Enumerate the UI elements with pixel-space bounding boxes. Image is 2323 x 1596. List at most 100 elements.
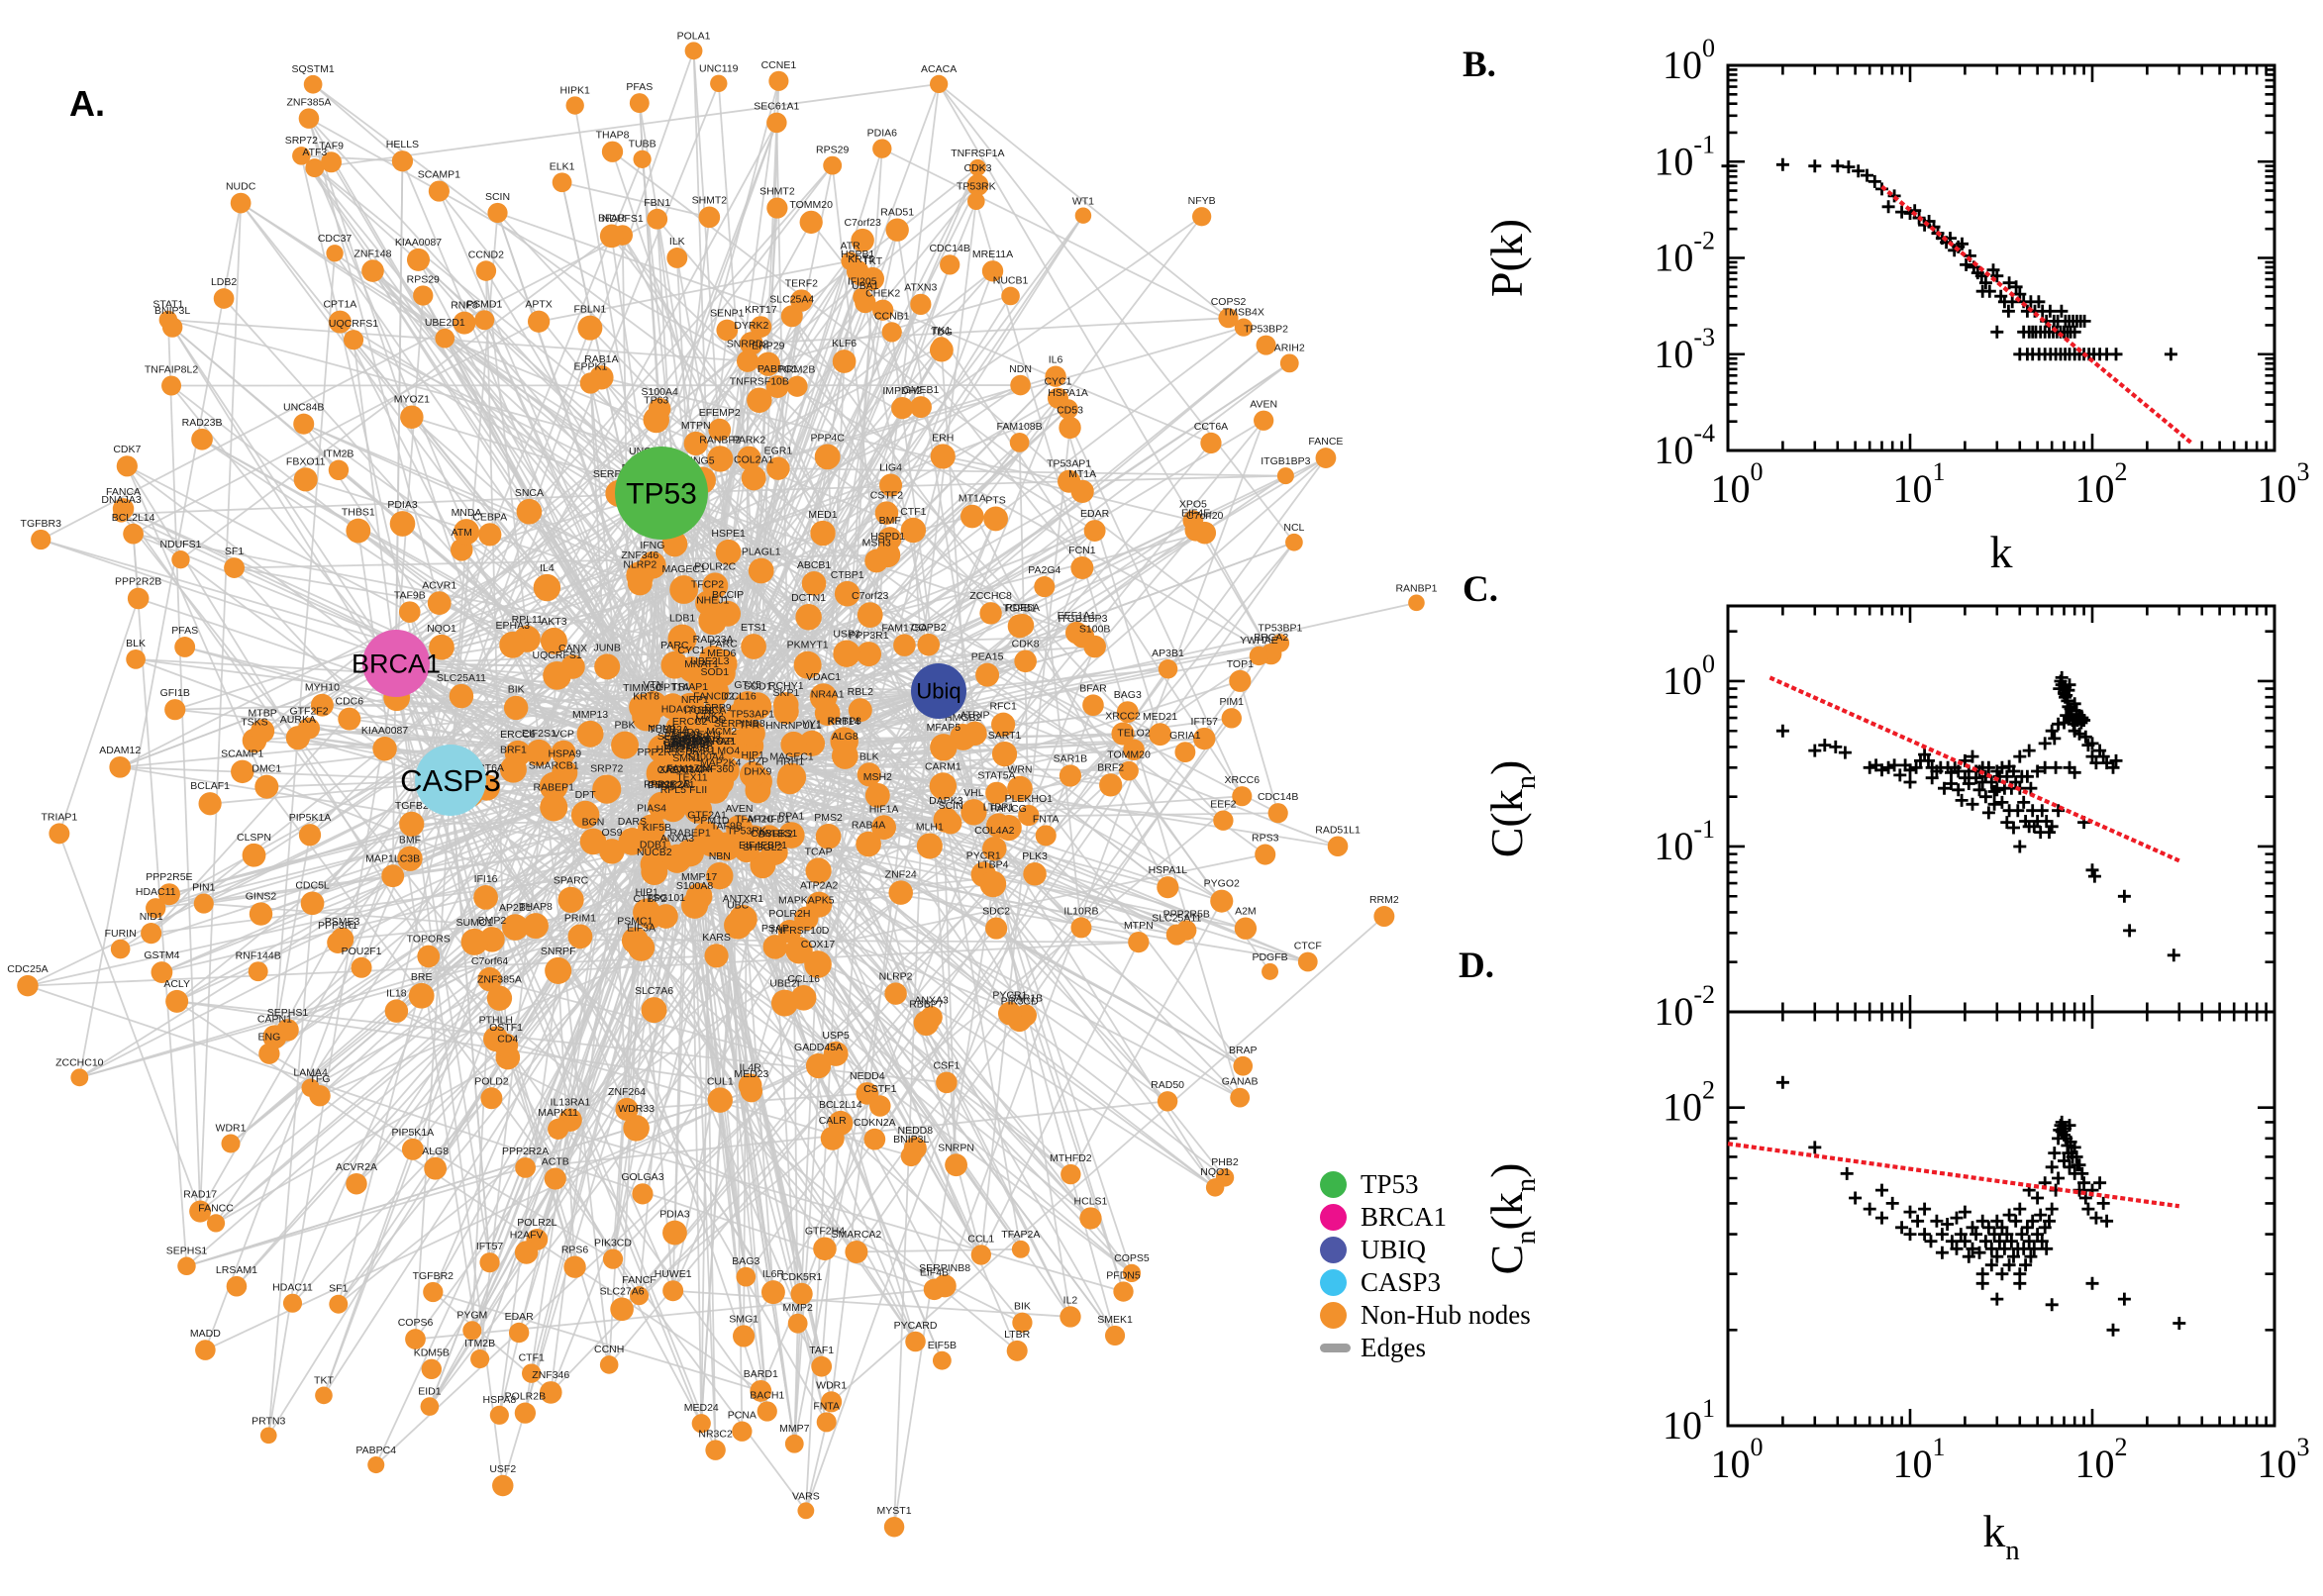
network-node (1122, 1263, 1142, 1283)
network-edge (826, 360, 846, 457)
network-node-label: GADD45G (663, 738, 713, 749)
network-edge (450, 384, 1022, 781)
network-edge (417, 258, 662, 494)
network-node-label: PFAS (171, 625, 198, 637)
network-node-label: SOD1 (744, 680, 772, 692)
network-edge (660, 492, 869, 845)
network-node-label: HSPA1L (1149, 864, 1188, 876)
network-node (1233, 1055, 1254, 1076)
network-edge (758, 780, 1011, 1015)
network-node-label: PCNA (728, 1410, 757, 1422)
network-node-label: ZNF346 (532, 1369, 569, 1381)
network-edge (167, 319, 749, 362)
network-node (828, 1110, 854, 1136)
network-node-label: TP53BP1 (1258, 622, 1302, 634)
network-node (979, 870, 1007, 898)
network-node-label: MAGEC1 (769, 751, 814, 763)
network-node-label: ELK1 (550, 160, 575, 172)
network-node-label: ACVR1 (422, 579, 456, 591)
network-node (662, 1280, 684, 1302)
network-node (249, 902, 273, 926)
network-node-label: SENP1 (662, 734, 697, 746)
network-node-label: PLK3 (1022, 850, 1048, 862)
scatter-points (1775, 670, 2180, 962)
network-node-label: ALG8 (422, 1146, 449, 1157)
network-node (629, 1286, 650, 1306)
network-node (527, 310, 551, 333)
network-node (1200, 432, 1222, 454)
network-node-label: VHL (963, 787, 984, 799)
network-node-label: SRP9 (704, 702, 732, 714)
network-node (864, 782, 890, 808)
network-node (917, 633, 941, 656)
network-node (508, 1322, 530, 1344)
network-node (726, 815, 754, 843)
network-node (804, 950, 832, 978)
network-node (633, 150, 652, 168)
network-node-label: GINS2 (246, 890, 277, 902)
network-node-label: KRT8 (633, 690, 659, 702)
network-node-label: POU2F1 (342, 946, 382, 957)
network-node-label: TAF1 (809, 1345, 834, 1356)
network-node (780, 305, 803, 328)
network-node (798, 730, 826, 756)
network-edge (660, 375, 1057, 494)
network-node-label: BCL2L14 (112, 512, 155, 524)
network-node (259, 1427, 277, 1445)
network-node (629, 93, 650, 114)
network-node-label: UBC (727, 899, 750, 911)
network-node-label: SLC25A11 (437, 672, 486, 684)
network-node (983, 506, 1009, 532)
network-node-label: PMS1 (648, 780, 676, 792)
network-node-label: ITGB1BP3 (1058, 613, 1107, 625)
network-node (515, 1156, 536, 1178)
network-node-label: TKT (862, 255, 882, 267)
network-node (810, 520, 836, 547)
network-node-label: ABCB1 (797, 559, 832, 571)
network-node-label: A2M (1235, 906, 1257, 918)
network-node-label: WDR1 (216, 1123, 247, 1135)
network-node-label: RANBP1 (1395, 583, 1437, 595)
network-node-label: SMG1 (729, 1313, 758, 1325)
network-node (770, 989, 798, 1017)
network-edge (501, 749, 723, 1486)
network-edge (78, 202, 243, 1078)
network-node-label: SART1 (988, 730, 1022, 742)
network-node-label: MTHFD2 (1050, 1152, 1092, 1164)
network-edge (1069, 900, 1223, 1175)
network-node (327, 932, 350, 953)
network-node (17, 974, 39, 997)
network-node-label: MNAT1 (684, 658, 719, 670)
network-node-label: WRN (1007, 764, 1032, 776)
network-node-label: CLSPN (237, 832, 271, 844)
network-node (563, 1255, 586, 1278)
network-node-label: BMF (879, 515, 901, 527)
network-node-label: CYC1 (677, 645, 705, 656)
network-node-label: AP2B1 (499, 902, 532, 914)
network-node-label: PHB2 (1211, 1156, 1239, 1168)
network-node-label: HNRNPUL1 (765, 720, 822, 732)
network-node-label: HDAC11 (136, 886, 176, 898)
network-node-label: PIP5K1A (392, 1127, 435, 1139)
network-edge (395, 360, 749, 664)
network-node (647, 208, 668, 230)
network-node-label: PYCARD (894, 1320, 938, 1332)
network-node (421, 1358, 442, 1380)
network-node-label: NDUFS1 (602, 213, 644, 225)
network-node-label: MYOZ1 (394, 394, 430, 406)
network-node-label: CDC37 (318, 233, 353, 245)
network-node-label: COX17 (801, 939, 836, 950)
network-node (1218, 308, 1239, 329)
network-node-label: NQO1 (427, 623, 456, 635)
network-node (552, 759, 578, 786)
network-node (1116, 701, 1139, 724)
network-node (189, 1200, 212, 1223)
network-node-label: OSTF1 (489, 1022, 523, 1034)
network-node-label: DAPK3 (929, 795, 963, 807)
hub-node-tp53 (615, 447, 708, 540)
network-node-label: ZNF264 (608, 1086, 646, 1098)
network-node-label: SHMT2 (759, 185, 795, 197)
network-node-label: RAD50 (1151, 1079, 1184, 1091)
network-node-label: PYCR1 (992, 990, 1027, 1002)
network-node-label: EZH2 (668, 743, 695, 754)
